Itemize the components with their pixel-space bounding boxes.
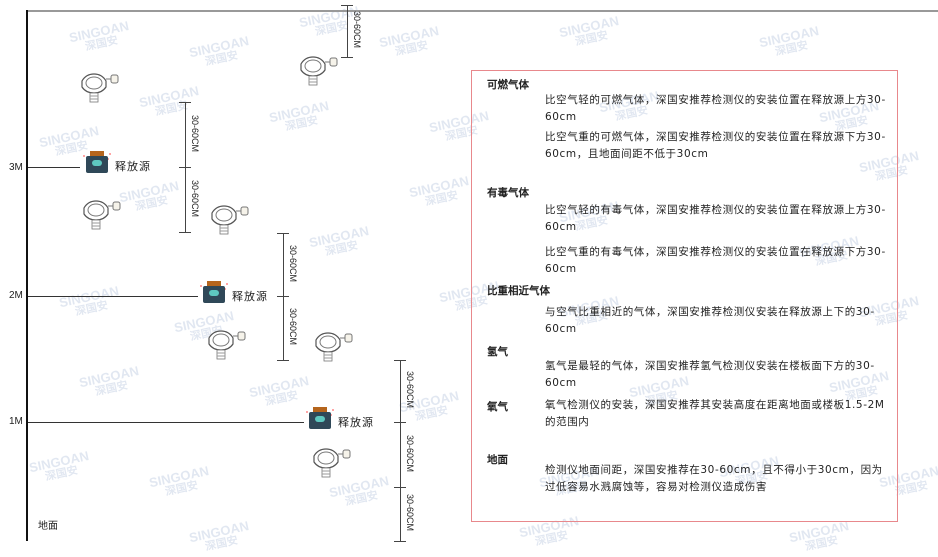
gas-detector-icon <box>312 332 356 366</box>
level-2m-label: 2M <box>9 290 23 301</box>
watermark-logo: SINGOAN 深国安 <box>77 362 141 399</box>
gas-detector-icon <box>310 448 354 482</box>
release-source-label: 释放源 <box>115 160 151 173</box>
section-text: 比空气重的可燃气体，深国安推荐检测仪的安装位置在释放源下方30-60cm，且地面… <box>545 131 886 160</box>
release-source: 释放源 <box>305 406 373 436</box>
gas-detector-icon <box>80 200 124 234</box>
dimension-label: 30-60CM <box>190 179 200 217</box>
watermark-logo: SINGOAN 深国安 <box>247 372 311 409</box>
release-source-label: 释放源 <box>338 416 374 429</box>
watermark-logo: SINGOAN 深国安 <box>787 517 851 554</box>
gas-source-icon <box>306 407 334 429</box>
watermark-logo: SINGOAN 深国安 <box>267 97 331 134</box>
level-1m-label: 1M <box>9 416 23 427</box>
release-source: 释放源 <box>199 280 267 310</box>
watermark-logo: SINGOAN 深国安 <box>377 22 441 59</box>
level-3m-line <box>28 167 80 168</box>
wall-line <box>26 10 28 541</box>
release-source-label: 释放源 <box>232 290 268 303</box>
ceiling-line <box>27 10 938 12</box>
section-text: 比空气重的有毒气体，深国安推荐检测仪的安装位置在释放源下方30-60cm <box>545 246 886 275</box>
dimension-label: 30-60CM <box>288 244 298 282</box>
watermark-logo: SINGOAN 深国安 <box>147 462 211 499</box>
dimension-label: 30-60CM <box>405 371 415 409</box>
watermark-logo: SINGOAN 深国安 <box>117 177 181 214</box>
gas-source-icon <box>83 151 111 173</box>
dimension-label: 30-60CM <box>352 11 362 49</box>
section-title: 有毒气体 <box>487 187 529 199</box>
release-source: 释放源 <box>82 150 150 180</box>
watermark-logo: SINGOAN 深国安 <box>557 12 621 49</box>
section-title: 比重相近气体 <box>487 285 550 297</box>
gas-detector-icon <box>78 73 122 107</box>
gas-source-icon <box>200 281 228 303</box>
watermark-logo: SINGOAN 深国安 <box>307 222 371 259</box>
section-title: 地面 <box>487 454 508 466</box>
watermark-logo: SINGOAN 深国安 <box>67 17 131 54</box>
section-text: 比空气轻的可燃气体，深国安推荐检测仪的安装位置在释放源上方30-60cm <box>545 94 886 123</box>
gas-detector-icon <box>205 330 249 364</box>
section-text: 氢气是最轻的气体，深国安推荐氢气检测仪安装在楼板面下方的30-60cm <box>545 360 875 389</box>
watermark-logo: SINGOAN 深国安 <box>187 517 251 554</box>
floor-label: 地面 <box>38 521 58 532</box>
section-title: 氢气 <box>487 346 508 358</box>
dimension-label: 30-60CM <box>288 308 298 346</box>
gas-detector-icon <box>297 56 341 90</box>
watermark-logo: SINGOAN 深国安 <box>757 22 821 59</box>
section-text: 氧气检测仪的安装，深国安推荐其安装高度在距离地面或楼板1.5-2M的范围内 <box>545 399 885 428</box>
section-text: 与空气比重相近的气体，深国安推荐检测仪安装在释放源上下的30-60cm <box>545 306 875 335</box>
section-text: 比空气轻的有毒气体，深国安推荐检测仪的安装位置在释放源上方30-60cm <box>545 204 886 233</box>
dimension-label: 30-60CM <box>190 114 200 152</box>
gas-detector-icon <box>208 205 252 239</box>
watermark-logo: SINGOAN 深国安 <box>407 172 471 209</box>
dimension-label: 30-60CM <box>405 494 415 532</box>
section-title: 氧气 <box>487 401 508 413</box>
level-1m-line <box>28 422 304 423</box>
level-2m-line <box>28 296 198 297</box>
watermark-logo: SINGOAN 深国安 <box>57 282 121 319</box>
watermark-logo: SINGOAN 深国安 <box>187 32 251 69</box>
dimension-label: 30-60CM <box>405 434 415 472</box>
legend-box: 可燃气体 比空气轻的可燃气体，深国安推荐检测仪的安装位置在释放源上方30-60c… <box>471 70 898 522</box>
section-title: 可燃气体 <box>487 79 529 91</box>
section-text: 检测仪地面间距，深国安推荐在30-60cm，且不得小于30cm，因为过低容易水溅… <box>545 464 883 493</box>
level-3m-label: 3M <box>9 162 23 173</box>
watermark-logo: SINGOAN 深国安 <box>27 447 91 484</box>
